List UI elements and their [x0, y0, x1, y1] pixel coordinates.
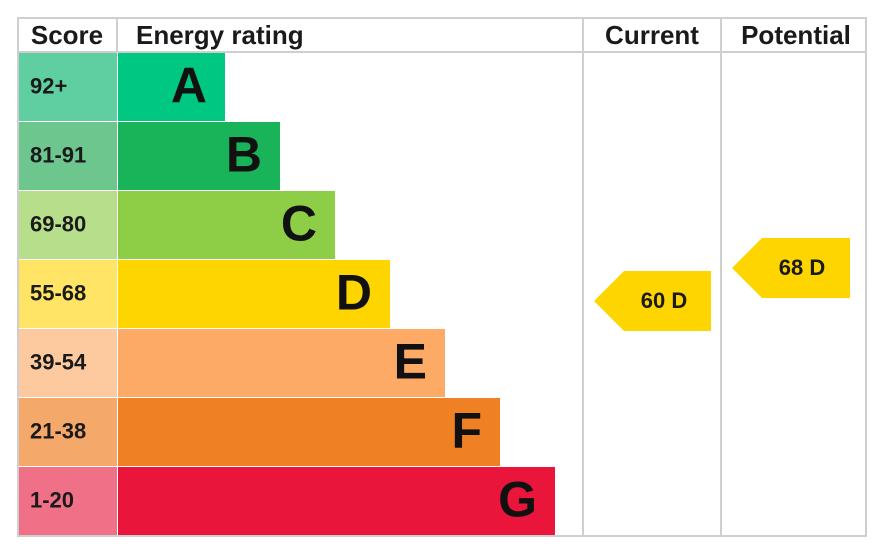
potential-arrow	[732, 238, 850, 298]
band-letter: E	[394, 334, 427, 390]
band-letter: C	[281, 196, 317, 252]
score-cell	[19, 398, 117, 466]
band-bar	[118, 53, 225, 121]
band-letter: G	[498, 472, 537, 528]
score-label: 81-91	[30, 142, 86, 167]
band-letter: F	[451, 403, 482, 459]
score-cell	[19, 53, 117, 121]
score-cell	[19, 122, 117, 190]
band-bar	[118, 260, 390, 328]
score-label: 21-38	[30, 418, 86, 443]
score-label: 1-20	[30, 487, 74, 512]
header-current: Current	[605, 20, 699, 50]
score-label: 39-54	[30, 349, 87, 374]
header-potential: Potential	[741, 20, 851, 50]
potential-label: 68 D	[779, 255, 825, 280]
band-bar	[118, 191, 335, 259]
band-letter: A	[171, 58, 207, 114]
bands: 92+ A 81-91 B 69-80 C 55-68 D 39-54 E 21-38 F 1-20 G	[19, 53, 555, 535]
header-score: Score	[31, 20, 103, 50]
band-letter: B	[226, 127, 262, 183]
score-label: 92+	[30, 73, 67, 98]
band-bar	[118, 467, 555, 535]
band-bar	[118, 398, 500, 466]
current-label: 60 D	[641, 288, 687, 313]
score-cell	[19, 467, 117, 535]
band-bar	[118, 329, 445, 397]
score-cell	[19, 260, 117, 328]
score-label: 55-68	[30, 280, 86, 305]
score-cell	[19, 329, 117, 397]
current-arrow	[594, 271, 711, 331]
score-label: 69-80	[30, 211, 86, 236]
header-rating: Energy rating	[136, 20, 304, 50]
band-bar	[118, 122, 280, 190]
band-letter: D	[336, 265, 372, 321]
score-cell	[19, 191, 117, 259]
